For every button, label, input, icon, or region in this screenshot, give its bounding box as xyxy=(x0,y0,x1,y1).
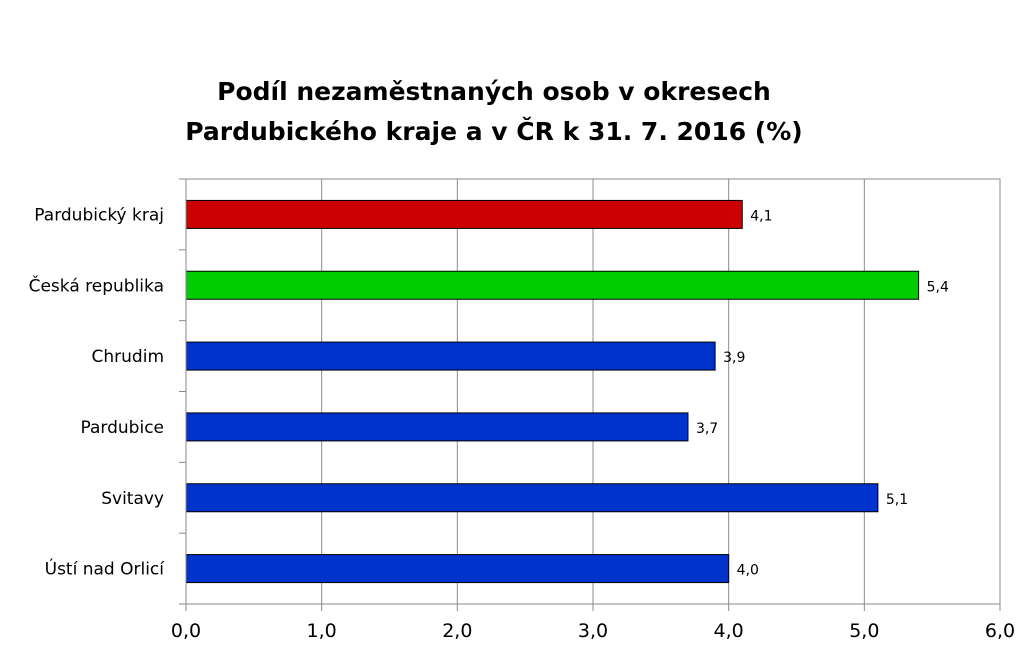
bar-1 xyxy=(185,270,920,300)
category-label-5: Ústí nad Orlicí xyxy=(45,558,166,580)
x-tick-label-0: 0,0 xyxy=(171,620,201,642)
data-label-0: 4,1 xyxy=(750,208,772,224)
x-tick-label-6: 6,0 xyxy=(985,620,1015,642)
axes xyxy=(179,178,1001,611)
x-tick-label-2: 2,0 xyxy=(442,620,472,642)
category-label-0: Pardubický kraj xyxy=(34,205,164,225)
chart-title: Podíl nezaměstnaných osob v okresech Par… xyxy=(0,72,988,152)
labels: 0,0 1,0 2,0 3,0 4,0 5,0 6,0 Pardubický kraj 4,1 Č… xyxy=(29,205,1016,642)
bar-3 xyxy=(185,412,689,442)
bar-2 xyxy=(185,341,716,371)
category-label-2: Chrudim xyxy=(92,347,164,367)
bar-0 xyxy=(185,199,743,229)
x-tick-label-1: 1,0 xyxy=(307,620,337,642)
category-label-3: Pardubice xyxy=(81,418,164,438)
bar-5 xyxy=(185,554,730,584)
data-label-1: 5,4 xyxy=(927,279,949,295)
chart-title-line-1: Podíl nezaměstnaných osob v okresech xyxy=(217,77,771,106)
grid-lines xyxy=(321,179,865,604)
chart-title-line-2: Pardubického kraje a v ČR k 31. 7. 2016 … xyxy=(185,117,803,146)
data-label-4: 5,1 xyxy=(886,492,908,508)
x-tick-label-5: 5,0 xyxy=(849,620,879,642)
bar-4 xyxy=(185,483,879,513)
data-label-2: 3,9 xyxy=(723,350,745,366)
category-label-4: Svitavy xyxy=(101,489,164,509)
x-tick-label-4: 4,0 xyxy=(714,620,744,642)
category-label-1: Česká republika xyxy=(29,274,164,296)
bars xyxy=(185,199,920,584)
x-tick-label-3: 3,0 xyxy=(578,620,608,642)
data-label-5: 4,0 xyxy=(737,563,759,579)
data-label-3: 3,7 xyxy=(696,421,718,437)
